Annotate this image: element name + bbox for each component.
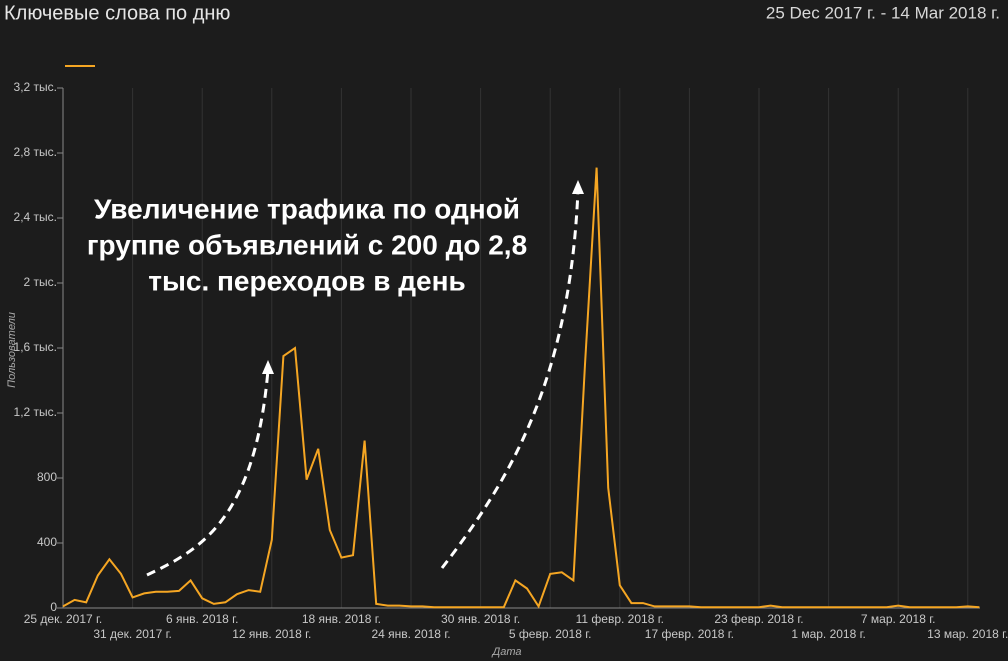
x-axis-title: Дата [490, 646, 521, 658]
y-tick-label: 800 [37, 470, 57, 484]
line [62, 167, 980, 609]
annotation: группе объявлений с 200 до 2,8 [87, 229, 527, 260]
x-tick-label: 23 февр. 2018 г. [714, 612, 803, 626]
x-tick-label: 12 янв. 2018 г. [232, 627, 311, 641]
arrows [146, 189, 580, 577]
x-tick-label: 13 мар. 2018 г. [927, 627, 1008, 641]
y-tick-label: 1,6 тыс. [14, 340, 57, 354]
date-range: 25 Dec 2017 г. - 14 Mar 2018 г. [766, 3, 1000, 22]
annotation: Увеличение трафика по одной [94, 193, 520, 224]
x-tick-label: 24 янв. 2018 г. [371, 627, 450, 641]
x-tick-label: 11 февр. 2018 г. [576, 612, 664, 626]
x-tick-label: 31 дек. 2017 г. [93, 627, 172, 641]
x-tick-label: 5 февр. 2018 г. [509, 627, 592, 641]
x-tick-label: 30 янв. 2018 г. [441, 612, 520, 626]
y-tick-label: 1,2 тыс. [14, 405, 57, 419]
x-tick-label: 6 янв. 2018 г. [166, 612, 238, 626]
annotation: тыс. переходов в день [148, 265, 466, 296]
arrowheads [262, 180, 584, 374]
x-tick-label: 1 мар. 2018 г. [791, 627, 866, 641]
y-tick-label: 2 тыс. [24, 275, 57, 289]
x-tick-label: 17 февр. 2018 г. [645, 627, 734, 641]
x-tick-label: 18 янв. 2018 г. [302, 612, 381, 626]
arrowhead [262, 360, 274, 374]
y-axis-title: Пользователи [6, 312, 18, 388]
y-tick-label: 2,4 тыс. [14, 210, 57, 224]
arrow [440, 189, 580, 569]
arrow [146, 369, 270, 577]
chart-title: Ключевые слова по дню [4, 2, 230, 24]
y-tick-label: 3,2 тыс. [14, 80, 57, 94]
arrowhead [572, 180, 584, 194]
x-tick-label: 7 мар. 2018 г. [861, 612, 936, 626]
y-tick-label: 0 [50, 600, 57, 614]
y-tick-label: 400 [37, 535, 57, 549]
y-tick-label: 2,8 тыс. [14, 145, 57, 159]
x-tick-label: 25 дек. 2017 г. [24, 612, 103, 626]
